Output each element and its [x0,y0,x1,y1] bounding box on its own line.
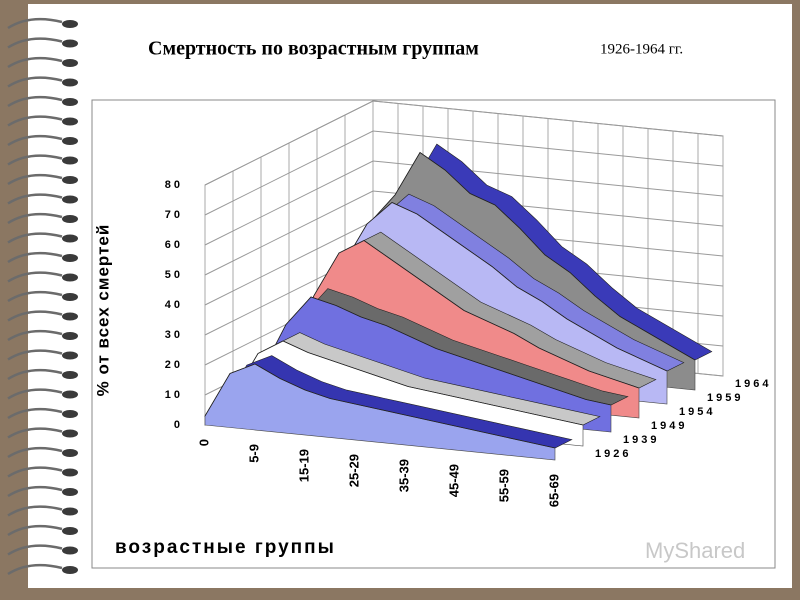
spiral-hole [62,293,78,301]
x-tick-label: 5-9 [246,444,261,463]
grid-line [204,190,724,276]
spiral-ring [7,37,63,49]
grid-line [204,160,724,246]
spiral-ring [7,173,63,186]
spiral-hole [62,254,78,262]
spiral-hole [62,312,78,321]
x-tick-label: 45-49 [446,464,461,497]
spiral-hole [62,468,78,477]
x-tick-label: 15-19 [296,449,311,482]
x-tick-label: 25-29 [346,454,361,487]
series-line [204,363,556,449]
spiral-ring [7,232,63,244]
spiral-hole [62,117,78,126]
spiral-hole [62,39,78,48]
spiral-hole [62,390,78,399]
spiral-hole [62,59,78,67]
spiral-ring [7,212,63,225]
spiral-hole [62,156,78,165]
grid-line [204,100,724,186]
plot: 0 10 20 30 40 50 60 70 80 1964 1959 1954 1949 1939 192… [165,100,771,507]
spiral-ring [7,271,63,283]
x-tick-label: 0 [196,439,211,446]
spiral-hole [62,566,78,574]
spiral-ring [7,349,63,361]
spiral-hole [62,273,78,282]
spiral-ring [7,388,63,400]
spiral-hole [62,410,78,418]
y-tick-label: 40 [165,299,183,311]
y-tick-label: 30 [165,329,183,341]
spiral-hole [62,527,78,535]
spiral-ring [7,485,63,498]
spiral-ring [7,563,63,576]
spiral-ring [7,407,63,420]
chart-subtitle: 1926-1964 гг. [600,41,683,57]
spiral-hole [62,429,78,438]
y-tick-label: 50 [165,269,183,281]
spiral-ring [7,466,63,478]
spiral-hole [62,546,78,555]
spiral-ring [7,505,63,517]
series-line [260,296,612,406]
legend-label: 1926 [595,448,631,460]
grid-line [204,130,724,216]
y-tick-label: 80 [165,179,183,191]
x-tick-label: 65-69 [546,474,561,507]
legend-label: 1954 [679,406,715,418]
y-tick-label: 0 [174,419,183,431]
spiral-ring [7,193,63,205]
spiral-ring [7,134,63,147]
watermark: MyShared [645,538,745,563]
spiral-hole [62,98,78,106]
spiral-hole [62,176,78,184]
spiral-ring [7,524,63,537]
spiral-binding [7,17,78,576]
y-tick-label: 60 [165,239,183,251]
chart-title: Смертность по возрастным группам [148,38,479,60]
x-axis-label: возрастные группы [115,537,336,558]
x-tick-label: 55-59 [496,469,511,502]
legend-label: 1949 [651,420,687,432]
series-line [344,151,696,361]
series-line [316,202,668,372]
series-line [288,240,640,389]
legend-label: 1939 [623,434,659,446]
spiral-ring [7,446,63,459]
y-axis-label: % от всех смертей [93,224,112,397]
x-tick-label: 35-39 [396,459,411,492]
spiral-ring [7,154,63,166]
spiral-ring [7,368,63,381]
spiral-hole [62,332,78,340]
spiral-hole [62,215,78,223]
legend-label: 1959 [707,392,743,404]
spiral-ring [7,251,63,264]
series-line [232,340,584,426]
spiral-ring [7,310,63,322]
spiral-hole [62,78,78,87]
spiral-hole [62,20,78,28]
spiral-hole [62,137,78,145]
spiral-hole [62,195,78,204]
spiral-ring [7,115,63,127]
spiral-ring [7,290,63,303]
y-tick-label: 20 [165,359,183,371]
spiral-hole [62,351,78,360]
spiral-ring [7,427,63,439]
spiral-hole [62,234,78,243]
spiral-ring [7,544,63,556]
spiral-hole [62,449,78,457]
spiral-ring [7,76,63,88]
spiral-hole [62,507,78,516]
spiral-ring [7,17,63,30]
legend-label: 1964 [735,378,771,390]
spiral-hole [62,488,78,496]
spiral-hole [62,371,78,379]
y-tick-label: 70 [165,209,183,221]
spiral-ring [7,329,63,342]
spiral-ring [7,95,63,108]
spiral-ring [7,56,63,69]
y-tick-label: 10 [165,389,183,401]
